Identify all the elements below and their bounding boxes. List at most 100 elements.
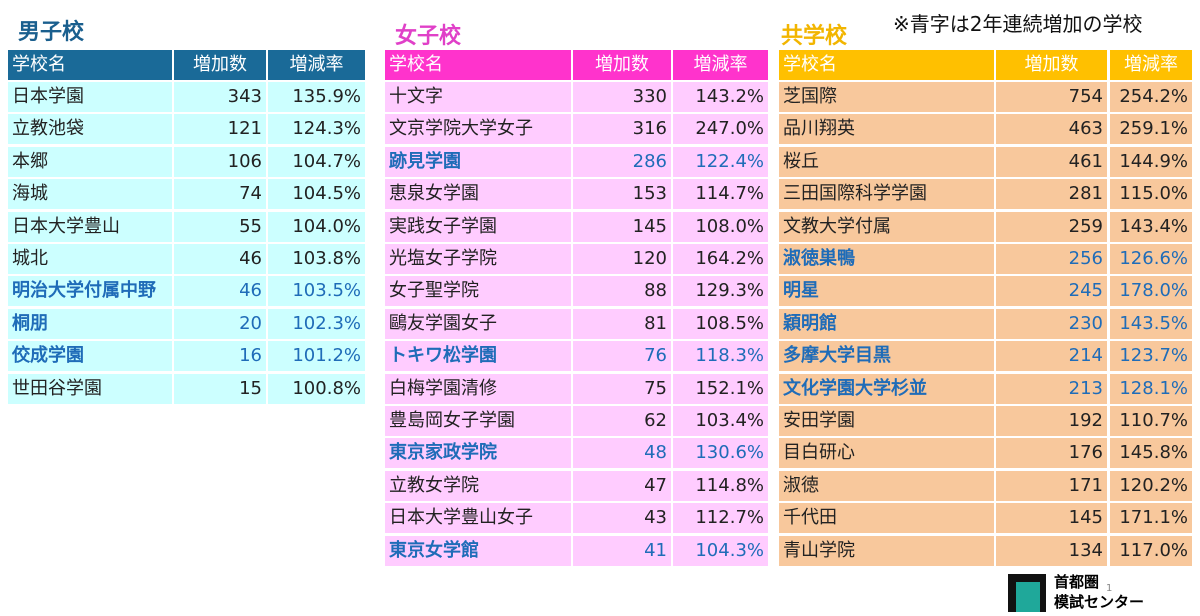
- table-cell: 256: [996, 244, 1107, 274]
- table-cell: 106: [174, 146, 266, 177]
- table-cell: 白梅学園清修: [385, 373, 571, 404]
- table-cell: 東京女学館: [385, 535, 571, 566]
- table-cell: 淑徳巣鴨: [779, 244, 994, 274]
- table-cell: 立教池袋: [8, 114, 172, 145]
- table-cell: 754: [996, 82, 1107, 112]
- table-cell: 108.5%: [673, 308, 768, 339]
- table-cell: 118.3%: [673, 341, 768, 372]
- table-cell: 本郷: [8, 146, 172, 177]
- table-cell: 103.8%: [268, 244, 365, 274]
- table-cell: 目白研心: [779, 438, 994, 469]
- table-cell: 259.1%: [1110, 114, 1192, 145]
- table-cell: 316: [573, 114, 671, 145]
- table-cell: 62: [573, 406, 671, 436]
- table-cell: 文京学院大学女子: [385, 114, 571, 145]
- table-cell: 世田谷学園: [8, 373, 172, 404]
- table-cell: 171: [996, 470, 1107, 501]
- page-number: 1: [1106, 583, 1113, 594]
- table-cell: 461: [996, 146, 1107, 177]
- header-cell: 増減率: [1110, 50, 1192, 80]
- logo-mark: [1008, 574, 1046, 612]
- table-cell: 145.8%: [1110, 438, 1192, 469]
- table-cell: 114.7%: [673, 179, 768, 210]
- table-cell: 330: [573, 82, 671, 112]
- table-cell: 114.8%: [673, 470, 768, 501]
- table-cell: 110.7%: [1110, 406, 1192, 436]
- table-cell: 佼成学園: [8, 341, 172, 372]
- table-cell: 東京家政学院: [385, 438, 571, 469]
- note: ※青字は2年連続増加の学校: [893, 12, 1143, 36]
- header-cell: 増減率: [673, 50, 768, 80]
- table-cell: 143.5%: [1110, 308, 1192, 339]
- table-cell: 恵泉女学園: [385, 179, 571, 210]
- table-cell: 144.9%: [1110, 146, 1192, 177]
- table-cell: 143.2%: [673, 82, 768, 112]
- table-cell: トキワ松学園: [385, 341, 571, 372]
- header-cell: 増加数: [573, 50, 671, 80]
- table-cell: 128.1%: [1110, 373, 1192, 404]
- table-cell: 桜丘: [779, 146, 994, 177]
- table-cell: 122.4%: [673, 146, 768, 177]
- header-cell: 増加数: [174, 50, 266, 80]
- table-cell: 76: [573, 341, 671, 372]
- table-cell: 芝国際: [779, 82, 994, 112]
- table-cell: 213: [996, 373, 1107, 404]
- table-cell: 103.5%: [268, 276, 365, 307]
- table-cell: 100.8%: [268, 373, 365, 404]
- table-cell: 48: [573, 438, 671, 469]
- table-cell: 152.1%: [673, 373, 768, 404]
- table-title: 男子校: [18, 20, 85, 45]
- table-cell: 立教女学院: [385, 470, 571, 501]
- table-cell: 104.5%: [268, 179, 365, 210]
- table-cell: 123.7%: [1110, 341, 1192, 372]
- table-cell: 55: [174, 211, 266, 242]
- table-cell: 十文字: [385, 82, 571, 112]
- table-cell: 女子聖学院: [385, 276, 571, 307]
- table-cell: 120: [573, 244, 671, 274]
- table-cell: 134: [996, 535, 1107, 566]
- table-cell: 穎明館: [779, 308, 994, 339]
- table-cell: 178.0%: [1110, 276, 1192, 307]
- table-cell: 日本大学豊山女子: [385, 503, 571, 534]
- table-cell: 104.0%: [268, 211, 365, 242]
- table-cell: 46: [174, 244, 266, 274]
- table-cell: 247.0%: [673, 114, 768, 145]
- table-cell: 145: [996, 503, 1107, 534]
- table-cell: 海城: [8, 179, 172, 210]
- table-cell: 102.3%: [268, 308, 365, 339]
- table-cell: 文教大学付属: [779, 211, 994, 242]
- table-cell: 130.6%: [673, 438, 768, 469]
- table-cell: 光塩女子学院: [385, 244, 571, 274]
- table-cell: 跡見学園: [385, 146, 571, 177]
- table-cell: 81: [573, 308, 671, 339]
- table-cell: 176: [996, 438, 1107, 469]
- table-cell: 鷗友学園女子: [385, 308, 571, 339]
- table-cell: 文化学園大学杉並: [779, 373, 994, 404]
- header-cell: 増加数: [996, 50, 1107, 80]
- table-cell: 101.2%: [268, 341, 365, 372]
- logo-text: 模試センター: [1054, 593, 1145, 611]
- table-cell: 実践女子学園: [385, 211, 571, 242]
- header-cell: 学校名: [8, 50, 172, 80]
- table-cell: 214: [996, 341, 1107, 372]
- table-cell: 153: [573, 179, 671, 210]
- table-cell: 豊島岡女子学園: [385, 406, 571, 436]
- table-cell: 日本大学豊山: [8, 211, 172, 242]
- table-cell: 129.3%: [673, 276, 768, 307]
- header-cell: 学校名: [779, 50, 994, 80]
- table-cell: 115.0%: [1110, 179, 1192, 210]
- header-cell: 学校名: [385, 50, 571, 80]
- table-cell: 103.4%: [673, 406, 768, 436]
- table-cell: 16: [174, 341, 266, 372]
- table-cell: 三田国際科学学園: [779, 179, 994, 210]
- table-cell: 259: [996, 211, 1107, 242]
- logo-text: 首都圏: [1054, 573, 1100, 591]
- table-cell: 230: [996, 308, 1107, 339]
- table-cell: 20: [174, 308, 266, 339]
- table-cell: 88: [573, 276, 671, 307]
- table-cell: 117.0%: [1110, 535, 1192, 566]
- logo-mark-inner: [1016, 582, 1040, 612]
- table-cell: 120.2%: [1110, 470, 1192, 501]
- table-cell: 121: [174, 114, 266, 145]
